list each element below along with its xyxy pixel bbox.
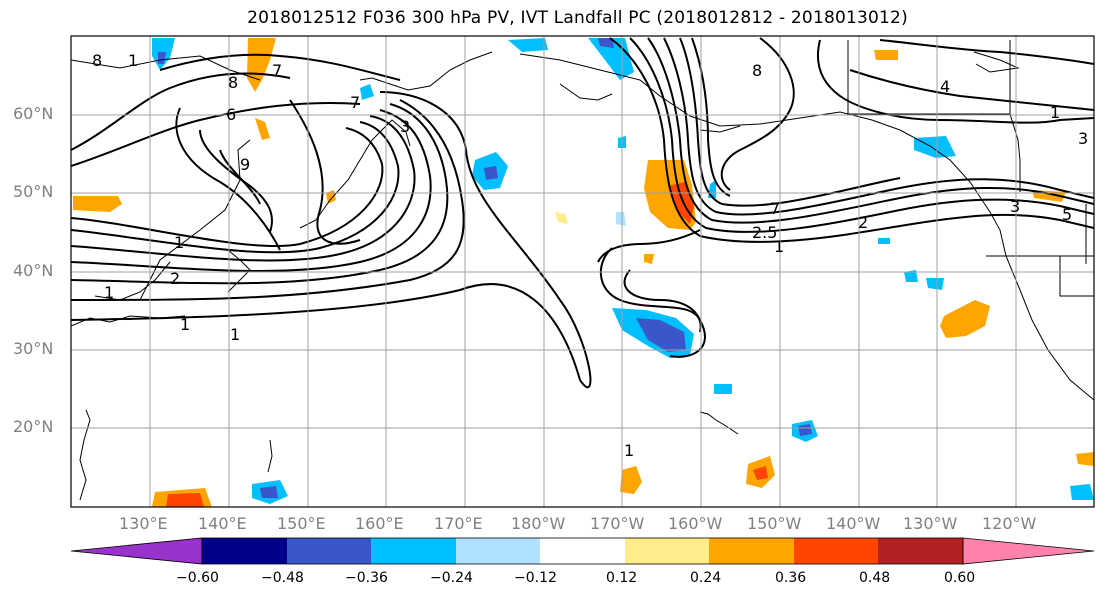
lon-label: 180°W	[511, 514, 566, 533]
colorbar-tick-label: −0.36	[345, 570, 388, 586]
svg-text:7: 7	[350, 93, 360, 112]
lon-label: 160°E	[355, 514, 404, 533]
lon-label: 140°W	[826, 514, 881, 533]
colorbar-segment	[540, 538, 625, 564]
contour-labels: 8 1 8 7 3 6 1 2 1 9 8 1 1 7 7 2 4 1 5 3 …	[92, 51, 1088, 460]
colorbar-segment	[202, 538, 287, 564]
lon-label: 130°W	[903, 514, 958, 533]
lon-label: 170°W	[590, 514, 645, 533]
lon-label: 150°E	[277, 514, 326, 533]
colorbar-tick-label: −0.60	[176, 570, 219, 586]
svg-text:1: 1	[624, 441, 634, 460]
svg-text:9: 9	[240, 155, 250, 174]
svg-text:1: 1	[230, 325, 240, 344]
pv-contours	[71, 37, 1094, 389]
colorbar-tick-label: 0.36	[775, 570, 807, 586]
lon-label: 160°W	[668, 514, 723, 533]
svg-text:1: 1	[174, 233, 184, 252]
svg-text:7: 7	[770, 199, 780, 218]
svg-text:8: 8	[92, 51, 102, 70]
colorbar-tick-label: −0.48	[261, 570, 304, 586]
colorbar-extend-max	[962, 537, 1095, 565]
colorbar-tick-label: 0.12	[606, 570, 638, 586]
lat-label: 20°N	[13, 417, 54, 436]
colorbar	[70, 537, 1095, 565]
svg-text:2.5: 2.5	[752, 223, 777, 242]
colorbar-segment	[709, 538, 794, 564]
lat-label: 50°N	[13, 182, 54, 201]
colorbar-extend-min	[70, 537, 203, 565]
colorbar-segment	[794, 538, 878, 564]
lon-label: 150°W	[747, 514, 802, 533]
svg-text:6: 6	[226, 105, 236, 124]
svg-text:1: 1	[128, 51, 138, 70]
svg-text:1: 1	[1050, 103, 1060, 122]
colorbar-tick-label: −0.24	[430, 570, 473, 586]
svg-text:1: 1	[180, 315, 190, 334]
colorbar-tick-label: −0.12	[514, 570, 557, 586]
colorbar-segment	[456, 538, 540, 564]
colorbar-segment	[878, 538, 963, 564]
colorbar-segment	[371, 538, 456, 564]
lat-label: 40°N	[13, 261, 54, 280]
svg-text:8: 8	[752, 61, 762, 80]
lon-label: 120°W	[982, 514, 1037, 533]
svg-text:4: 4	[940, 77, 950, 96]
colorbar-tick-label: 0.60	[944, 570, 976, 586]
svg-text:7: 7	[272, 61, 282, 80]
lat-label: 30°N	[13, 339, 54, 358]
colorbar-tick-label: 0.24	[690, 570, 722, 586]
map-frame	[70, 35, 1095, 508]
map-title: 2018012512 F036 300 hPa PV, IVT Landfall…	[247, 8, 908, 28]
svg-text:8: 8	[228, 73, 238, 92]
lon-label: 170°E	[434, 514, 483, 533]
svg-text:1: 1	[774, 237, 784, 256]
svg-text:5: 5	[1062, 205, 1072, 224]
svg-text:3: 3	[1010, 197, 1020, 216]
svg-text:3: 3	[1078, 129, 1088, 148]
svg-text:2: 2	[170, 269, 180, 288]
colorbar-tick-label: 0.48	[859, 570, 891, 586]
svg-text:1: 1	[104, 283, 114, 302]
colorbar-segment	[287, 538, 371, 564]
lat-lon-grid	[71, 36, 1094, 507]
colorbar-segment	[625, 538, 709, 564]
svg-text:3: 3	[400, 117, 410, 136]
lat-label: 60°N	[13, 104, 54, 123]
lon-label: 130°E	[119, 514, 168, 533]
lon-label: 140°E	[198, 514, 247, 533]
svg-text:2: 2	[858, 213, 868, 232]
